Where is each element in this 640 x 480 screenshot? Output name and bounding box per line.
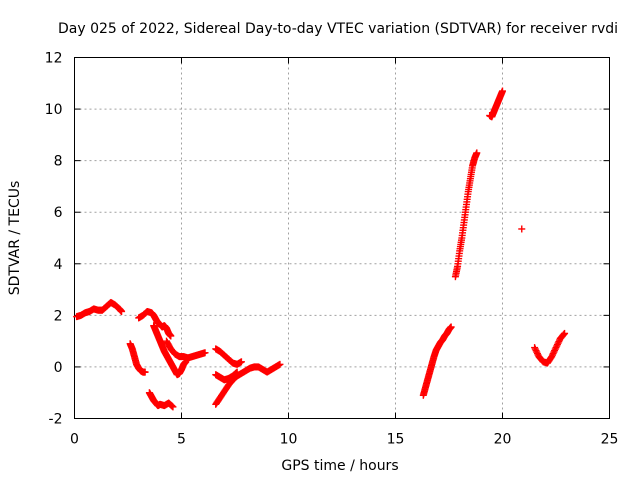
y-tick-label: 2	[54, 308, 63, 324]
data-point	[118, 307, 126, 315]
data-point	[167, 332, 175, 340]
y-tick-label: -2	[49, 412, 63, 428]
data-point	[499, 87, 506, 95]
x-tick-label: 15	[387, 432, 405, 448]
y-tick-label: 10	[45, 102, 63, 118]
y-tick-label: 4	[54, 257, 63, 273]
data-points	[73, 87, 569, 411]
x-tick-label: 5	[177, 432, 186, 448]
y-tick-label: 0	[54, 360, 63, 376]
x-tick-label: 10	[280, 432, 298, 448]
x-tick-label: 25	[601, 432, 619, 448]
data-point	[169, 403, 177, 411]
chart-title: Day 025 of 2022, Sidereal Day-to-day VTE…	[58, 21, 618, 37]
ticks	[74, 57, 610, 419]
data-point	[201, 349, 209, 357]
data-point	[518, 225, 526, 233]
data-point	[276, 360, 284, 368]
y-axis-label: SDTVAR / TECUs	[7, 181, 23, 296]
data-point	[473, 149, 481, 157]
y-tick-label: 6	[54, 205, 63, 221]
y-tick-label: 8	[54, 154, 63, 170]
data-point	[447, 323, 455, 331]
data-point	[561, 329, 569, 337]
grid	[74, 57, 610, 419]
y-tick-labels: -2 0 2 4 6 8 10 12	[45, 51, 63, 428]
x-tick-label: 20	[494, 432, 512, 448]
y-tick-label: 12	[45, 51, 63, 67]
x-tick-labels: 0 5 10 15 20 25	[70, 432, 618, 448]
data-point	[560, 330, 568, 338]
x-axis-label: GPS time / hours	[281, 458, 398, 474]
plot-frame	[74, 57, 610, 419]
data-point	[141, 368, 149, 376]
data-point	[237, 358, 245, 366]
x-tick-label: 0	[70, 432, 79, 448]
